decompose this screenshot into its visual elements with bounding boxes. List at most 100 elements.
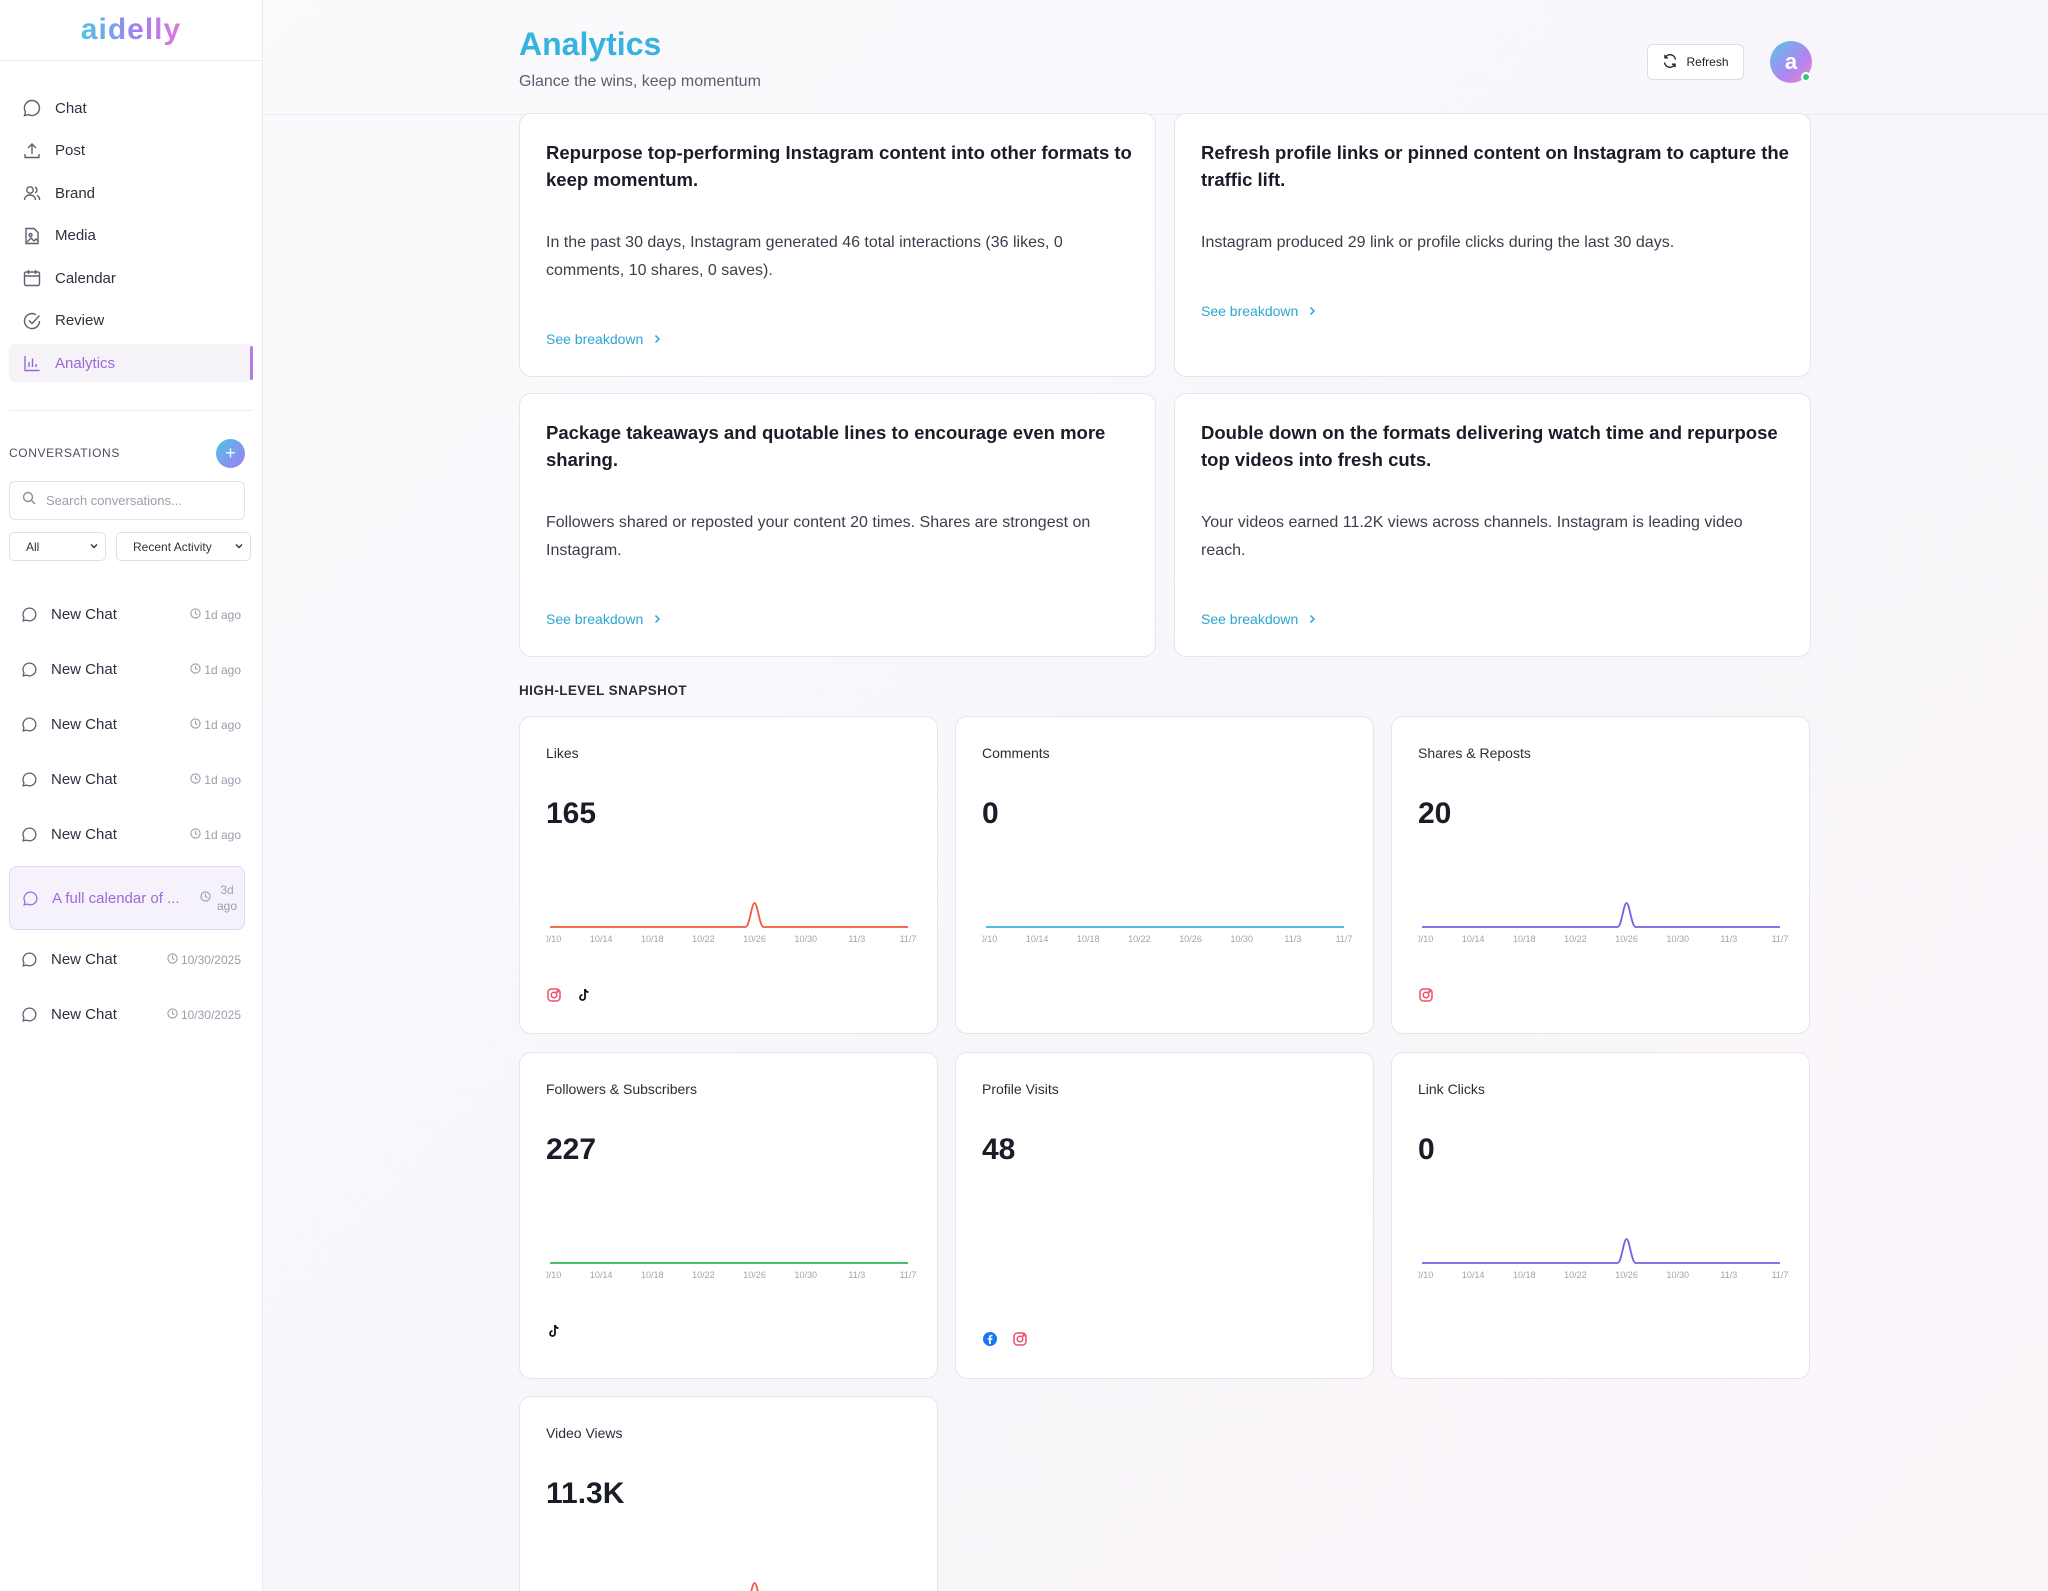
- metric-value: 165: [546, 797, 597, 830]
- insight-card: Package takeaways and quotable lines to …: [519, 393, 1156, 657]
- conversation-time: 1d ago: [190, 608, 245, 622]
- facebook-icon: [982, 1331, 998, 1352]
- x-tick-label: 10/18: [1513, 1270, 1536, 1280]
- conversations-heading: CONVERSATIONS: [9, 446, 120, 460]
- sort-select[interactable]: Recent Activity: [116, 532, 251, 561]
- tiktok-icon: [576, 987, 592, 1008]
- clock-icon: [167, 1007, 178, 1022]
- x-tick-label: 10/30: [794, 1270, 817, 1280]
- x-tick-label: 11/7: [1772, 1270, 1788, 1280]
- x-tick-label: 10/30: [794, 934, 817, 944]
- metric-label: Link Clicks: [1418, 1081, 1485, 1097]
- metric-value: 0: [1418, 1133, 1435, 1166]
- page-header: Analytics Glance the wins, keep momentum…: [263, 0, 2048, 115]
- metric-label: Followers & Subscribers: [546, 1081, 697, 1097]
- x-tick-label: 10/22: [1564, 934, 1587, 944]
- clock-icon: [190, 607, 201, 622]
- chevron-right-icon: [1308, 303, 1316, 319]
- conversation-filters: All Recent Activity: [9, 532, 262, 561]
- sparkline-chart: 10/10 10/14 10/18 10/22 10/26 10/30 11/3 11/7: [546, 902, 916, 944]
- chevron-right-icon: [653, 611, 661, 627]
- x-tick-label: 10/10: [1418, 934, 1433, 944]
- search-conversations-input[interactable]: [46, 493, 236, 508]
- x-tick-label: 10/22: [1128, 934, 1151, 944]
- instagram-icon: [1012, 1331, 1028, 1352]
- nav-item-post[interactable]: Post: [9, 132, 253, 170]
- x-tick-label: 10/18: [1077, 934, 1100, 944]
- metric-value: 11.3K: [546, 1477, 625, 1510]
- nav-label: Post: [55, 142, 86, 159]
- conversation-name: A full calendar of ...: [52, 889, 180, 907]
- x-tick-label: 10/30: [1666, 1270, 1689, 1280]
- check-circle-icon: [21, 310, 43, 332]
- nav-item-media[interactable]: Media: [9, 217, 253, 255]
- nav-item-brand[interactable]: Brand: [9, 174, 253, 212]
- x-tick-label: 11/7: [900, 934, 916, 944]
- conversation-item[interactable]: New Chat 1d ago: [9, 587, 245, 642]
- refresh-label: Refresh: [1686, 55, 1729, 69]
- chevron-right-icon: [653, 331, 661, 347]
- clock-icon: [190, 717, 201, 732]
- metric-card-followers: Followers & Subscribers 227 10/1010/1410…: [519, 1052, 938, 1379]
- insight-body: Your videos earned 11.2K views across ch…: [1201, 514, 1743, 559]
- x-tick-label: 10/14: [590, 934, 613, 944]
- platform-icons: [546, 1323, 562, 1344]
- refresh-button[interactable]: Refresh: [1647, 44, 1744, 80]
- metric-label: Comments: [982, 745, 1050, 761]
- conversation-item[interactable]: New Chat 1d ago: [9, 807, 245, 862]
- insight-card: Double down on the formats delivering wa…: [1174, 393, 1811, 657]
- nav-item-chat[interactable]: Chat: [9, 89, 253, 127]
- conversation-list: New Chat 1d ago New Chat 1d ago New Chat…: [0, 587, 262, 1042]
- see-breakdown-link[interactable]: See breakdown: [546, 611, 661, 627]
- conversation-item[interactable]: New Chat 10/30/2025: [9, 932, 245, 987]
- conversation-time-text: 3d ago: [214, 882, 240, 914]
- metric-label: Video Views: [546, 1425, 623, 1441]
- conversation-item[interactable]: New Chat 10/30/2025: [9, 987, 245, 1042]
- see-breakdown-link[interactable]: See breakdown: [1201, 303, 1316, 319]
- insight-card: Refresh profile links or pinned content …: [1174, 113, 1811, 377]
- nav-item-calendar[interactable]: Calendar: [9, 259, 253, 297]
- conversation-time-text: 1d ago: [204, 717, 241, 732]
- see-breakdown-link[interactable]: See breakdown: [1201, 611, 1316, 627]
- conversation-time-line2: ago: [216, 899, 238, 913]
- instagram-icon: [546, 987, 562, 1008]
- conversation-item[interactable]: New Chat 1d ago: [9, 697, 245, 752]
- online-status-dot: [1801, 72, 1811, 82]
- conversation-item[interactable]: New Chat 1d ago: [9, 642, 245, 697]
- chat-icon: [21, 1006, 41, 1023]
- x-tick-label: 10/30: [1230, 934, 1253, 944]
- x-tick-label: 10/22: [1564, 1270, 1587, 1280]
- nav-item-analytics[interactable]: Analytics: [9, 344, 253, 382]
- conversation-item-active[interactable]: A full calendar of ... 3d ago: [9, 866, 245, 930]
- x-tick-label: 11/3: [1284, 934, 1301, 944]
- metric-value: 227: [546, 1133, 597, 1166]
- conversation-item[interactable]: New Chat 1d ago: [9, 752, 245, 807]
- sidebar-divider: [9, 410, 253, 411]
- nav-item-review[interactable]: Review: [9, 302, 253, 340]
- app-logo[interactable]: aidelly: [0, 0, 262, 61]
- chevron-down-icon: [234, 540, 244, 554]
- new-conversation-button[interactable]: +: [216, 438, 245, 468]
- conversation-time: 1d ago: [190, 828, 245, 842]
- clock-icon: [190, 772, 201, 787]
- insight-body: In the past 30 days, Instagram generated…: [546, 234, 1063, 279]
- page-subtitle: Glance the wins, keep momentum: [519, 73, 761, 90]
- avatar[interactable]: a: [1770, 41, 1812, 83]
- x-tick-label: 10/26: [743, 1270, 766, 1280]
- insight-title: Double down on the formats delivering wa…: [1201, 422, 1778, 470]
- chevron-down-icon: [89, 540, 99, 554]
- x-tick-label: 11/3: [848, 934, 865, 944]
- see-breakdown-link[interactable]: See breakdown: [546, 331, 661, 347]
- insight-body: Instagram produced 29 link or profile cl…: [1201, 234, 1675, 251]
- filter-type-select[interactable]: All: [9, 532, 106, 561]
- insight-body: Followers shared or reposted your conten…: [546, 514, 1091, 559]
- metric-label: Profile Visits: [982, 1081, 1059, 1097]
- chat-icon: [21, 951, 41, 968]
- link-label: See breakdown: [1201, 303, 1299, 319]
- chat-icon: [22, 890, 42, 907]
- chat-icon: [21, 716, 41, 733]
- conversation-name: New Chat: [51, 771, 117, 788]
- metric-label: Shares & Reposts: [1418, 745, 1531, 761]
- conversation-time-text: 1d ago: [204, 607, 241, 622]
- metric-card-likes: Likes 165 10/10 10/14 10/18 10/22 10/26 10/30…: [519, 716, 938, 1034]
